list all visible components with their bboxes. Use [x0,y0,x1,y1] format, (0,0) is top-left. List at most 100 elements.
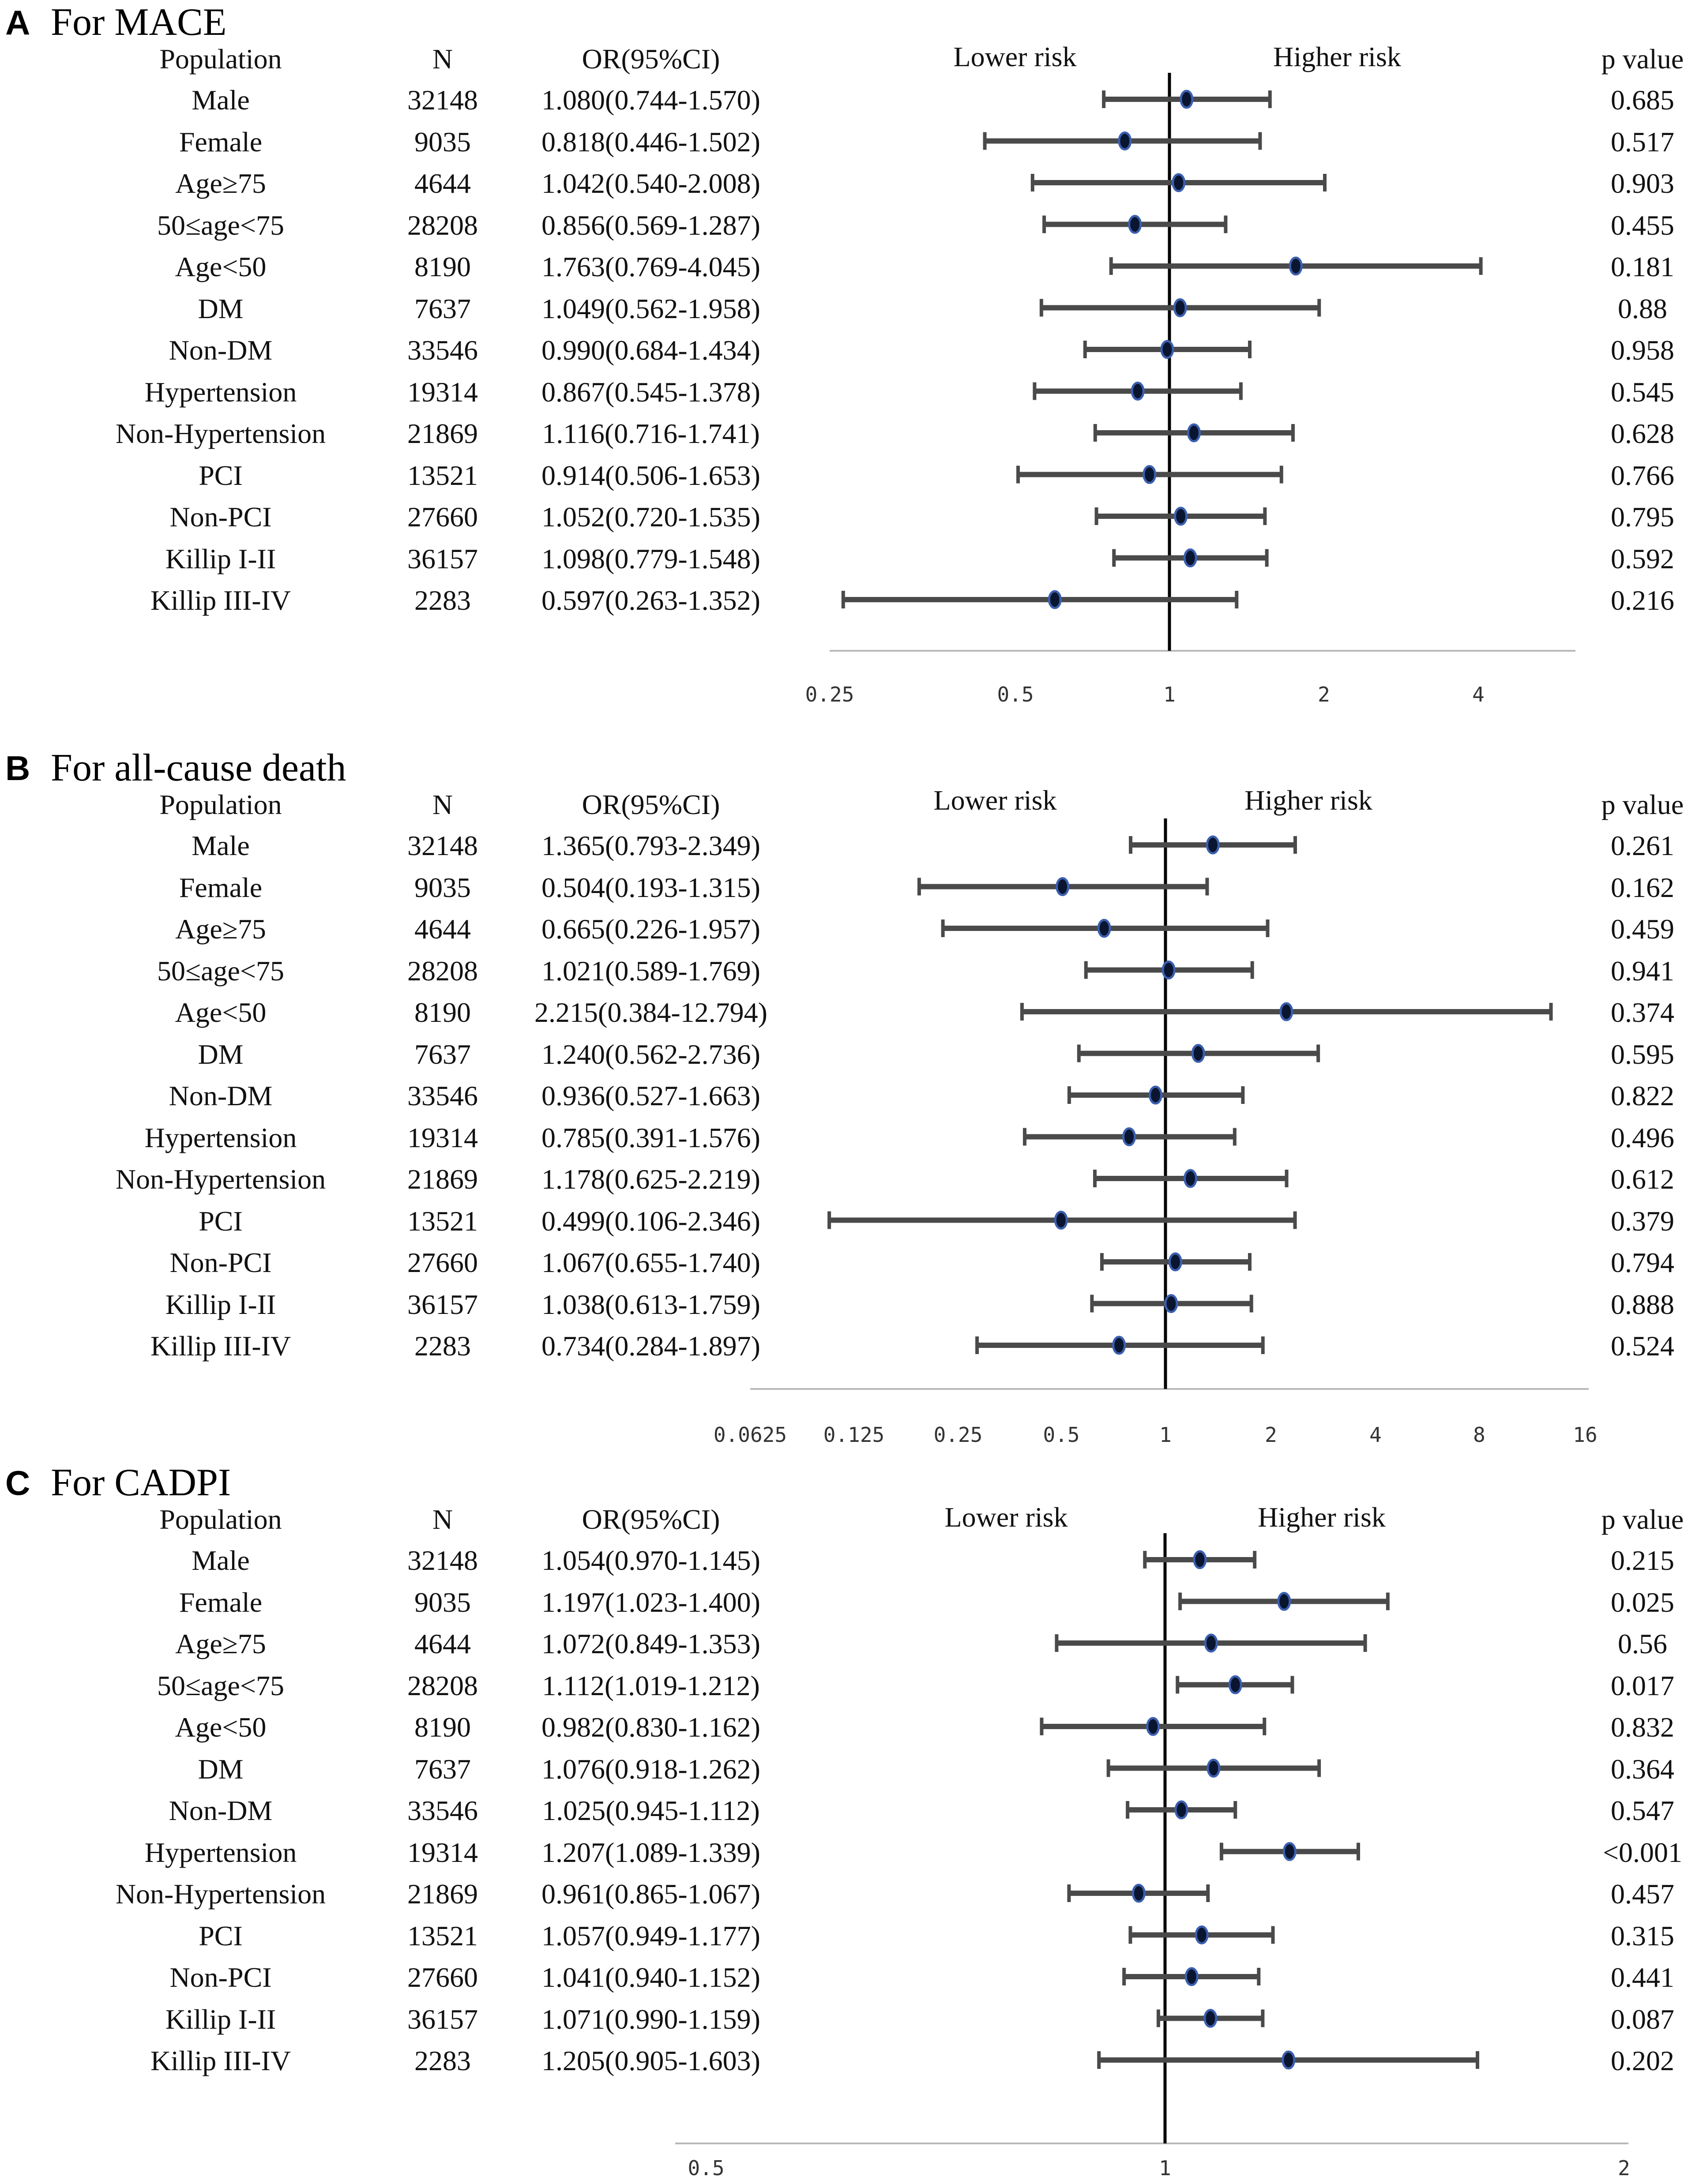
or-point-marker [1161,961,1176,979]
header-or-ci: OR(95%CI) [582,43,720,75]
sample-size: 7637 [414,1038,471,1070]
sample-size: 4644 [414,1628,471,1659]
or-point-marker [1195,1925,1209,1944]
or-ci-value: 0.504(0.193-1.315) [541,871,760,903]
or-point-marker [1097,919,1111,938]
sample-size: 33546 [407,1795,478,1826]
or-ci-value: 0.499(0.106-2.346) [541,1205,760,1237]
population-label: Age≥75 [175,913,266,945]
or-ci-value: 1.197(1.023-1.400) [541,1586,760,1618]
or-ci-value: 0.867(0.545-1.378) [541,376,760,408]
sample-size: 8190 [414,251,471,282]
p-value: 0.455 [1611,209,1674,241]
or-point-marker [1191,1044,1205,1063]
x-tick-label: 1 [1159,2156,1171,2180]
population-label: 50≤age<75 [157,1670,285,1701]
or-point-marker [1164,1294,1178,1313]
or-point-marker [1207,1759,1221,1778]
sample-size: 27660 [407,501,478,533]
population-label: Male [192,1545,250,1576]
or-point-marker [1289,256,1303,276]
x-tick-label: 0.0625 [714,1423,787,1447]
p-value: 0.181 [1611,251,1674,282]
population-label: Female [179,871,263,903]
or-point-marker [1282,1842,1297,1861]
or-point-marker [1148,1085,1162,1105]
sample-size: 13521 [407,459,478,491]
population-label: Killip I-II [165,1288,276,1320]
or-ci-value: 0.818(0.446-1.502) [541,126,760,158]
or-ci-value: 1.067(0.655-1.740) [541,1247,760,1278]
population-label: Killip III-IV [150,1330,291,1362]
sample-size: 36157 [407,1288,478,1320]
x-tick-label: 0.5 [997,683,1034,706]
x-tick-label: 2 [1265,1423,1277,1447]
p-value: 0.612 [1611,1163,1674,1195]
p-value: 0.685 [1611,84,1674,116]
or-point-marker [1282,2050,1296,2070]
x-tick-label: 1 [1163,683,1176,706]
population-label: 50≤age<75 [157,209,285,241]
or-point-marker [1143,465,1157,484]
or-point-marker [1048,590,1062,609]
p-value: 0.315 [1611,1920,1674,1951]
population-label: Non-Hypertension [115,1163,326,1195]
population-label: PCI [199,1205,243,1237]
or-ci-value: 0.936(0.527-1.663) [541,1080,760,1111]
or-ci-value: 0.961(0.865-1.067) [541,1878,760,1910]
or-ci-value: 1.116(0.716-1.741) [542,418,760,449]
header-or-ci: OR(95%CI) [582,789,720,820]
population-label: Male [192,84,250,116]
sample-size: 8190 [414,997,471,1028]
sample-size: 9035 [414,126,471,158]
or-point-marker [1112,1336,1126,1355]
p-value: 0.162 [1611,871,1674,903]
p-value: 0.261 [1611,830,1674,861]
header-population: Population [159,43,282,75]
population-label: Killip I-II [165,2003,276,2035]
sample-size: 2283 [414,585,471,616]
p-value: 0.457 [1611,1878,1674,1910]
p-value: 0.795 [1611,501,1674,533]
or-point-marker [1173,298,1187,317]
sample-size: 4644 [414,168,471,199]
p-value: 0.547 [1611,1795,1674,1826]
p-value: 0.216 [1611,585,1674,616]
header-population: Population [159,789,282,820]
sample-size: 9035 [414,871,471,903]
or-ci-value: 1.240(0.562-2.736) [541,1038,760,1070]
p-value: 0.496 [1611,1122,1674,1153]
or-point-marker [1174,1800,1188,1820]
p-value: 0.215 [1611,1545,1674,1576]
or-ci-value: 1.763(0.769-4.045) [541,251,760,282]
p-value: 0.364 [1611,1753,1674,1785]
population-label: Hypertension [144,1836,297,1868]
p-value: <0.001 [1602,1836,1683,1868]
header-n: N [432,789,453,820]
p-value: 0.766 [1611,459,1674,491]
x-tick-label: 0.5 [688,2156,724,2180]
or-point-marker [1206,835,1220,855]
lower-risk-label: Lower risk [953,41,1076,72]
x-tick-label: 0.25 [934,1423,983,1447]
sample-size: 19314 [407,376,478,408]
or-point-marker [1184,1967,1199,1986]
or-ci-value: 0.597(0.263-1.352) [541,585,760,616]
x-tick-label: 0.5 [1043,1423,1079,1447]
population-label: PCI [199,1920,243,1951]
or-point-marker [1056,877,1070,896]
sample-size: 2283 [414,2045,471,2076]
x-tick-label: 16 [1573,1423,1597,1447]
p-value: 0.025 [1611,1586,1674,1618]
or-point-marker [1131,382,1145,401]
population-label: Killip III-IV [150,585,291,616]
population-label: Hypertension [144,376,297,408]
or-point-marker [1054,1211,1068,1230]
or-point-marker [1187,423,1201,443]
population-label: Killip I-II [165,543,276,574]
x-tick-label: 0.125 [823,1423,884,1447]
sample-size: 28208 [407,209,478,241]
sample-size: 4644 [414,913,471,945]
or-ci-value: 1.071(0.990-1.159) [541,2003,760,2035]
header-population: Population [159,1504,282,1535]
